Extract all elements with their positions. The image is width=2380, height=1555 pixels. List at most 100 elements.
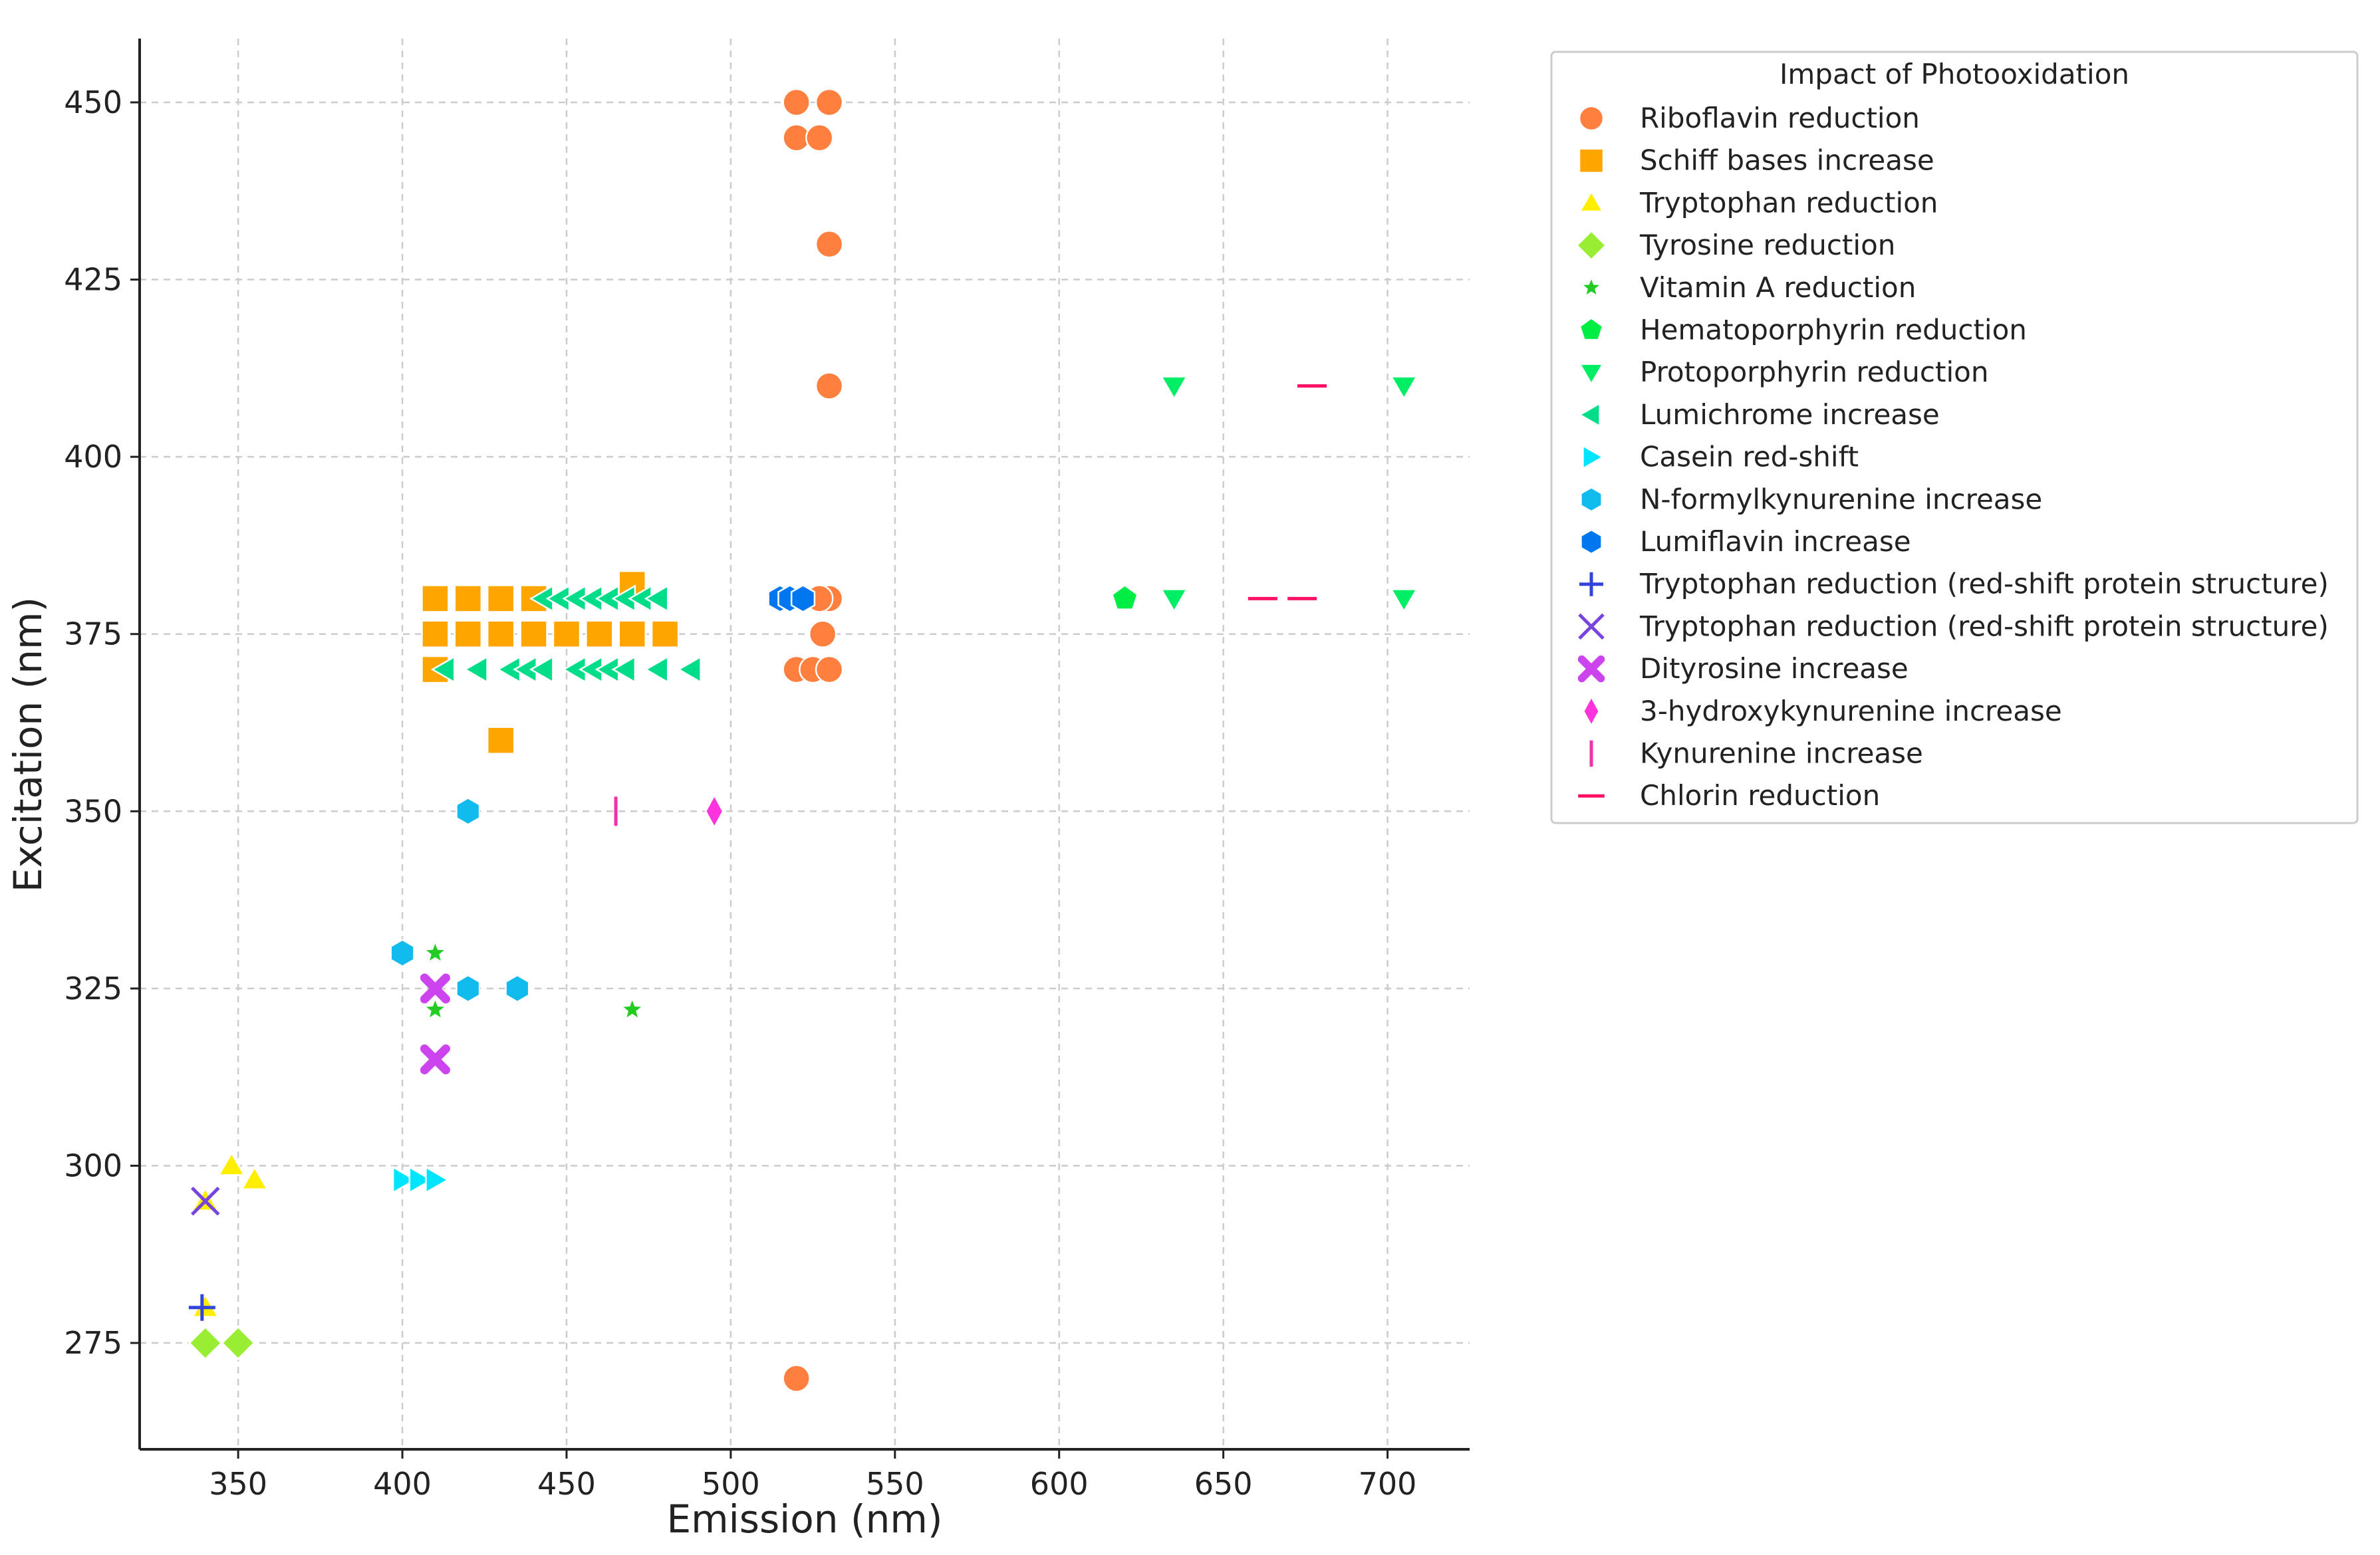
data-point [519, 620, 548, 648]
legend-marker [1579, 316, 1604, 341]
legend-title: Impact of Photooxidation [1780, 58, 2129, 90]
series-1 [421, 570, 680, 755]
data-point [463, 655, 488, 684]
legend-label: Dityrosine increase [1640, 652, 1909, 685]
data-point [790, 584, 816, 613]
data-point [486, 726, 515, 755]
data-point [1111, 584, 1138, 610]
data-point [430, 655, 456, 684]
legend-label: Tyrosine reduction [1639, 229, 1895, 261]
series-3 [188, 1326, 255, 1360]
y-tick-label: 325 [64, 971, 122, 1007]
series-16 [1248, 384, 1327, 600]
series-10 [767, 584, 816, 613]
data-point [815, 372, 844, 400]
data-point [1390, 588, 1418, 613]
legend-frame [1550, 51, 2359, 824]
data-point [618, 620, 646, 648]
data-point [815, 88, 844, 117]
legend-marker [1578, 189, 1605, 213]
legend-marker [1579, 572, 1603, 596]
series-12 [190, 1187, 220, 1216]
data-point [519, 584, 548, 613]
data-point [420, 973, 450, 1004]
legend-label: Casein red-shift [1640, 441, 1859, 473]
data-point [190, 1187, 220, 1216]
legend-item: Kynurenine increase [1589, 737, 1923, 770]
data-point [426, 943, 444, 961]
legend-label: Protoporphyrin reduction [1640, 356, 1988, 388]
data-point [644, 655, 669, 684]
data-point [611, 655, 636, 684]
legend-item: Chlorin reduction [1578, 779, 1880, 812]
legend-item: Lumichrome increase [1578, 398, 1940, 431]
data-point [815, 655, 844, 684]
data-point [623, 1000, 642, 1018]
series-9 [390, 796, 530, 1003]
series-14 [704, 793, 724, 829]
data-point [529, 655, 554, 684]
data-point [421, 620, 450, 648]
data-point [191, 1293, 219, 1318]
legend-marker [1578, 148, 1605, 174]
legend-label: Schiff bases increase [1640, 144, 1934, 177]
legend-label: Chlorin reduction [1640, 779, 1880, 812]
data-point [1160, 376, 1188, 401]
y-tick-label: 425 [64, 262, 122, 298]
series-8 [392, 1165, 450, 1194]
legend-marker [1577, 655, 1605, 683]
grid-layer [140, 39, 1470, 1449]
data-point [188, 1294, 215, 1321]
data-point [585, 620, 614, 648]
legend-marker [1580, 529, 1603, 555]
data-point [454, 620, 483, 648]
data-point [650, 620, 680, 648]
data-point [1390, 376, 1418, 401]
legend-item: Lumiflavin increase [1580, 525, 1911, 558]
data-point [677, 655, 702, 684]
y-tick-label: 275 [64, 1325, 122, 1361]
legend-item: Tryptophan reduction (red-shift protein … [1578, 610, 2329, 642]
data-point [782, 1364, 811, 1393]
legend-marker [1583, 279, 1599, 295]
legend-label: Lumiflavin increase [1640, 525, 1911, 558]
data-point [408, 1165, 434, 1194]
legend-item: Tyrosine reduction [1575, 229, 1895, 261]
series-13 [420, 973, 450, 1075]
x-tick-label: 500 [702, 1466, 760, 1502]
data-point [420, 1044, 450, 1075]
legend-marker [1582, 444, 1605, 470]
data-point [426, 1000, 444, 1018]
legend-item: Casein red-shift [1582, 441, 1859, 473]
legend-label: 3-hydroxykynurenine increase [1640, 695, 2062, 727]
legend-marker [1582, 695, 1601, 728]
series-6 [1160, 376, 1418, 613]
y-axis-label: Excitation (nm) [5, 597, 51, 892]
data-point [644, 584, 669, 613]
series-7 [430, 584, 702, 684]
data-point [390, 939, 415, 968]
axes-layer: 350 400 450 500 550 600 650 700 275 300 325 350 375 4… [64, 39, 1470, 1502]
data-point [425, 1165, 450, 1194]
data-point [1160, 588, 1188, 613]
data-point [240, 1165, 269, 1191]
legend-marker [1578, 402, 1601, 428]
legend-item: N-formylkynurenine increase [1580, 483, 2042, 515]
legend-label: Kynurenine increase [1640, 737, 1923, 770]
series-5 [1111, 584, 1138, 610]
data-point [454, 584, 483, 613]
data-point [782, 88, 811, 117]
data-point [221, 1326, 255, 1360]
data-point [486, 584, 515, 613]
y-tick-label: 300 [64, 1147, 122, 1183]
data-point [505, 974, 530, 1003]
x-tick-label: 450 [537, 1466, 596, 1502]
legend-label: Riboflavin reduction [1640, 102, 1920, 134]
y-tick-label: 350 [64, 793, 122, 829]
y-tick-label: 400 [64, 439, 122, 475]
legend-item: 3-hydroxykynurenine increase [1582, 695, 2062, 728]
legend-label: Hematoporphyrin reduction [1640, 314, 2027, 346]
data-point [421, 584, 450, 613]
